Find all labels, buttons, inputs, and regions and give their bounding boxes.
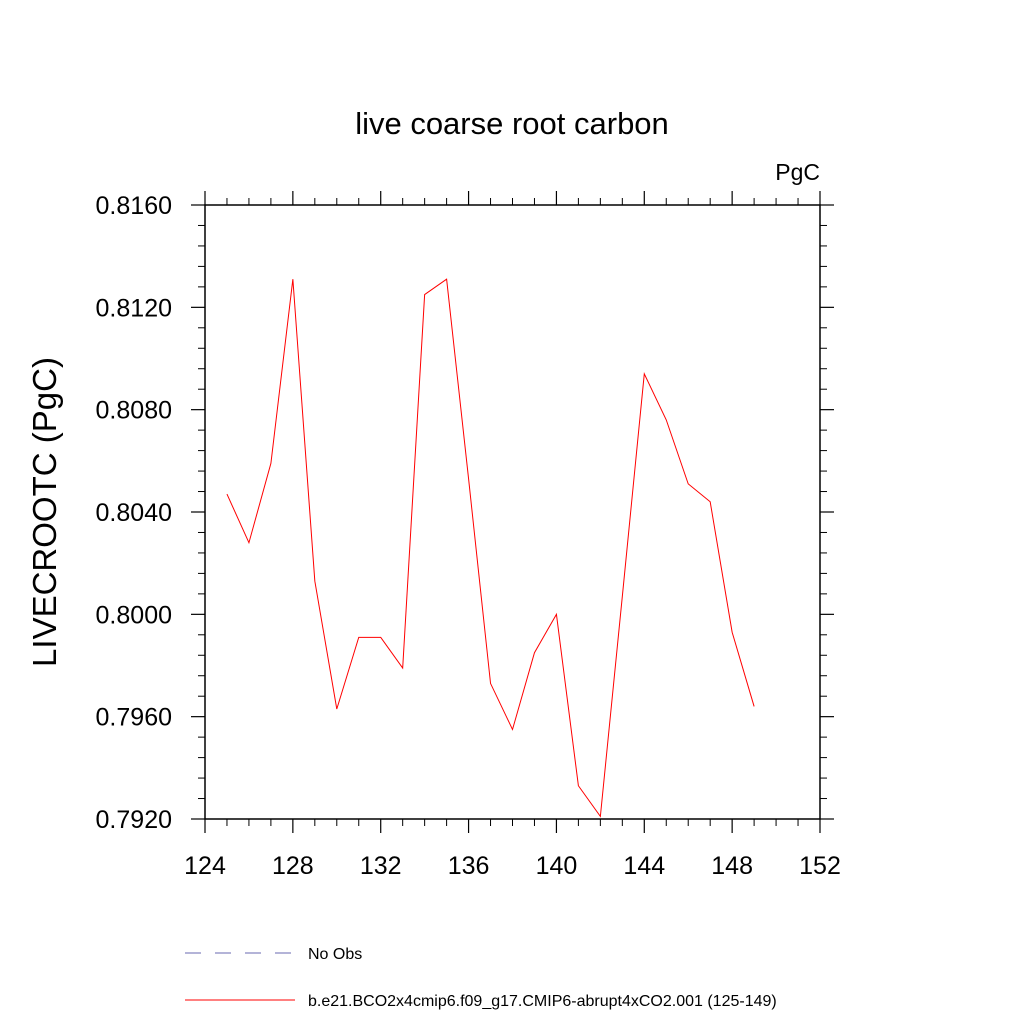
- x-tick-label: 144: [623, 852, 665, 880]
- series-layer: [226, 278, 755, 818]
- y-tick-label: 0.8160: [96, 192, 172, 220]
- legend: No Obs b.e21.BCO2x4cmip6.f09_g17.CMIP6-a…: [185, 946, 777, 1010]
- legend-label-model-run: b.e21.BCO2x4cmip6.f09_g17.CMIP6-abrupt4x…: [308, 993, 777, 1010]
- legend-label-no-obs: No Obs: [308, 946, 362, 963]
- plot-frame: [204, 204, 821, 820]
- ticks-layer: [191, 191, 834, 833]
- y-axis-label: LIVECROOTC (PgC): [26, 357, 63, 667]
- x-tick-label: 136: [448, 852, 490, 880]
- series-line-1: [226, 278, 755, 818]
- y-tick-label: 0.8000: [96, 601, 172, 629]
- y-tick-label: 0.8080: [96, 397, 172, 425]
- chart-title: live coarse root carbon: [355, 106, 669, 141]
- x-tick-label: 128: [272, 852, 314, 880]
- tick-labels-layer: 124 128 132 136 140 144 148 152 0.7920 0.7960 0.80…: [96, 192, 841, 880]
- x-tick-label: 132: [360, 852, 402, 880]
- y-tick-label: 0.7920: [96, 806, 172, 834]
- y-tick-label: 0.8120: [96, 294, 172, 322]
- y-tick-label: 0.8040: [96, 499, 172, 527]
- x-tick-label: 140: [536, 852, 578, 880]
- units-label: PgC: [775, 159, 820, 185]
- y-tick-label: 0.7960: [96, 704, 172, 732]
- x-tick-label: 148: [711, 852, 753, 880]
- x-tick-label: 124: [184, 852, 226, 880]
- x-tick-label: 152: [799, 852, 841, 880]
